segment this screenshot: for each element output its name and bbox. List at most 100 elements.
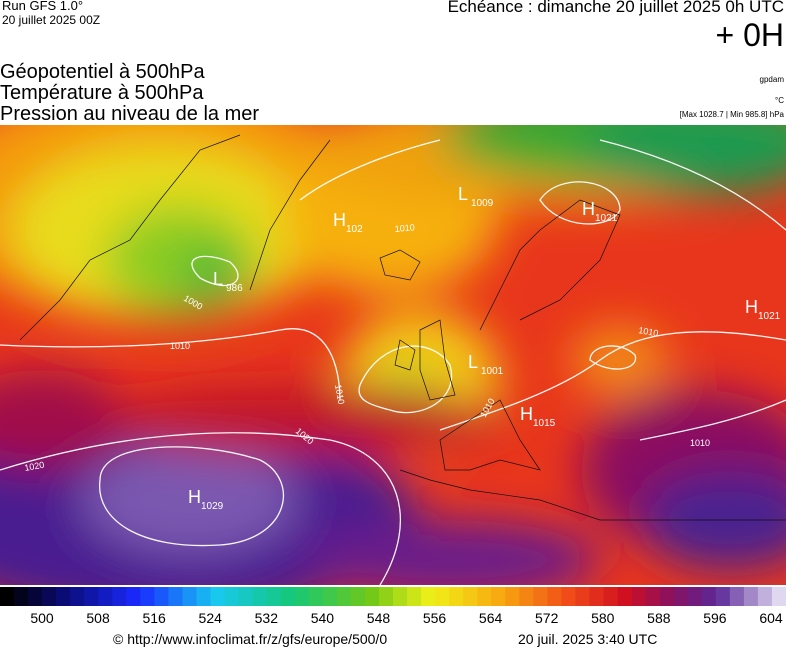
- timestamp: 20 juil. 2025 3:40 UTC: [518, 631, 658, 647]
- colorbar-label: 604: [759, 610, 783, 626]
- colorbar-swatch: [533, 587, 548, 606]
- colorbar-swatch: [154, 587, 169, 606]
- colorbar-swatch: [771, 587, 786, 606]
- isobar-label: 1020: [24, 460, 45, 473]
- colorbar-swatch: [575, 587, 590, 606]
- colorbar-swatch: [70, 587, 85, 606]
- title: Température à 500hPa: [0, 82, 204, 104]
- run-date: 20 juillet 2025 00Z: [2, 13, 101, 27]
- colorbar-swatch: [28, 587, 43, 606]
- colorbar-swatch: [56, 587, 71, 606]
- isobar-label: 1010: [690, 438, 710, 448]
- colorbar-label: 588: [647, 610, 671, 626]
- colorbar-swatch: [364, 587, 380, 606]
- colorbar-swatch: [196, 587, 211, 606]
- colorbar-swatch: [421, 587, 436, 606]
- colorbar-label: 516: [142, 610, 166, 626]
- colorbar-label: 532: [255, 610, 279, 626]
- colorbar-swatch: [98, 587, 113, 606]
- colorbar-swatch: [519, 587, 534, 606]
- colorbar-swatch: [336, 587, 352, 606]
- colorbar-swatch: [743, 587, 759, 606]
- center-type: H: [520, 404, 533, 424]
- colorbar-swatch: [182, 587, 197, 606]
- colorbar-swatch: [603, 587, 618, 606]
- unit: °C: [775, 96, 784, 105]
- colorbar-swatch: [547, 587, 562, 606]
- colorbar-swatch: [505, 587, 520, 606]
- center-type: H: [582, 199, 595, 219]
- forecast: Echéance : dimanche 20 juillet 2025 0h U…: [447, 0, 784, 16]
- center-type: L: [458, 184, 468, 204]
- center-value: 1009: [471, 198, 494, 209]
- colorbar-swatch: [659, 587, 675, 606]
- center-value: 986: [226, 283, 243, 294]
- colorbar-swatch: [350, 587, 366, 606]
- lead-time: + 0H: [715, 17, 784, 53]
- center-type: L: [468, 352, 478, 372]
- colorbar: 500 508 516 524 532 540 548 556 564 572 580 588 596 6…: [0, 587, 786, 626]
- colorbar-swatch: [435, 587, 450, 606]
- colorbar-swatch: [294, 587, 310, 606]
- center-value: 1021: [595, 213, 618, 224]
- colorbar-label: 548: [367, 610, 391, 626]
- colorbar-swatch: [645, 587, 661, 606]
- colorbar-swatch: [308, 587, 324, 606]
- colorbar-swatch: [0, 587, 15, 606]
- title: Géopotentiel à 500hPa: [0, 61, 205, 83]
- isobar-label: 1010: [333, 384, 346, 405]
- colorbar-swatch: [463, 587, 478, 606]
- colorbar-swatch: [701, 587, 717, 606]
- colorbar-swatch: [617, 587, 633, 606]
- colorbar-label: 500: [30, 610, 54, 626]
- colorbar-label: 556: [423, 610, 447, 626]
- colorbar-swatch: [449, 587, 464, 606]
- colorbar-swatch: [393, 587, 408, 606]
- run: Run GFS 1.0°: [2, 0, 84, 13]
- unit: gpdam: [759, 75, 784, 84]
- colorbar-swatch: [238, 587, 254, 606]
- isobar-label: 1010: [170, 341, 190, 351]
- colorbar-swatch: [266, 587, 282, 606]
- colorbar-swatch: [491, 587, 506, 606]
- center-value: 1029: [201, 501, 224, 512]
- colorbar-swatch: [631, 587, 647, 606]
- isobar-label: 1010: [394, 222, 415, 234]
- center-type: H: [333, 210, 346, 230]
- colorbar-label: 580: [591, 610, 615, 626]
- colorbar-swatch: [126, 587, 141, 606]
- colorbar-swatch: [477, 587, 492, 606]
- center-type: H: [188, 487, 201, 507]
- colorbar-label: 564: [479, 610, 503, 626]
- colorbar-swatch: [140, 587, 155, 606]
- unit: [Max 1028.7 | Min 985.8] hPa: [679, 110, 784, 119]
- colorbar-swatch: [168, 587, 183, 606]
- colorbar-label: 596: [703, 610, 727, 626]
- colorbar-swatch: [84, 587, 99, 606]
- colorbar-swatch: [14, 587, 29, 606]
- colorbar-swatch: [42, 587, 57, 606]
- colorbar-label: 508: [86, 610, 110, 626]
- colorbar-swatch: [687, 587, 703, 606]
- center-value: 1021: [758, 311, 781, 322]
- colorbar-label: 540: [311, 610, 335, 626]
- colorbar-swatch: [589, 587, 604, 606]
- colorbar-label: 524: [199, 610, 223, 626]
- colorbar-swatch: [112, 587, 127, 606]
- center-value: 1001: [481, 366, 504, 377]
- colorbar-swatch: [757, 587, 773, 606]
- center-type: L: [213, 269, 223, 289]
- title: Pression au niveau de la mer: [0, 103, 260, 125]
- center-type: H: [745, 297, 758, 317]
- colorbar-swatch: [322, 587, 338, 606]
- colorbar-label: 572: [535, 610, 559, 626]
- colorbar-swatch: [252, 587, 268, 606]
- colorbar-swatch: [673, 587, 689, 606]
- colorbar-swatch: [224, 587, 240, 606]
- center-value: 1015: [533, 418, 556, 429]
- source: © http://www.infoclimat.fr/z/gfs/europe/…: [113, 631, 388, 647]
- colorbar-swatch: [407, 587, 422, 606]
- isobar-label: 1010: [638, 325, 659, 338]
